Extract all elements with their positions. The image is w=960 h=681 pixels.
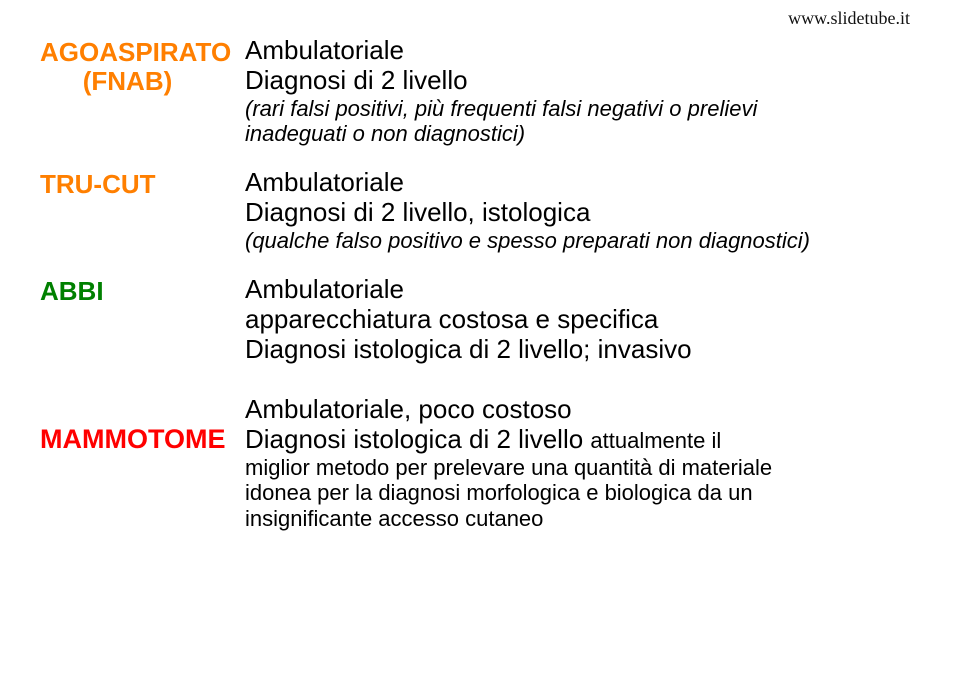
fnab-line2: Diagnosi di 2 livello (245, 66, 920, 96)
mammo-line3: miglior metodo per prelevare una quantit… (245, 455, 920, 480)
mammo-line2: Diagnosi istologica di 2 livello attualm… (245, 425, 920, 455)
label-fnab-line2: (FNAB) (40, 67, 245, 96)
slide-page: www.slidetube.it AGOASPIRATO (FNAB) Ambu… (0, 0, 960, 681)
row-mammotome: MAMMOTOME Ambulatoriale, poco costoso Di… (40, 395, 920, 531)
trucut-line1: Ambulatoriale (245, 168, 920, 198)
abbi-line1: Ambulatoriale (245, 275, 920, 305)
row-trucut: TRU-CUT Ambulatoriale Diagnosi di 2 live… (40, 168, 920, 253)
row-abbi: ABBI Ambulatoriale apparecchiatura costo… (40, 275, 920, 365)
mammo-line5: insignificante accesso cutaneo (245, 506, 920, 531)
mammo-line1: Ambulatoriale, poco costoso (245, 395, 920, 425)
mammo-line2a: Diagnosi istologica di 2 livello (245, 424, 590, 454)
content-trucut: Ambulatoriale Diagnosi di 2 livello, ist… (245, 168, 920, 253)
fnab-sub2: inadeguati o non diagnostici) (245, 121, 920, 146)
label-abbi: ABBI (40, 275, 245, 306)
fnab-line1: Ambulatoriale (245, 36, 920, 66)
watermark-text: www.slidetube.it (788, 8, 910, 29)
label-fnab: AGOASPIRATO (FNAB) (40, 36, 245, 95)
label-mammotome: MAMMOTOME (40, 395, 245, 455)
row-fnab: AGOASPIRATO (FNAB) Ambulatoriale Diagnos… (40, 36, 920, 146)
trucut-sub1: (qualche falso positivo e spesso prepara… (245, 228, 920, 253)
content-abbi: Ambulatoriale apparecchiatura costosa e … (245, 275, 920, 365)
trucut-line2: Diagnosi di 2 livello, istologica (245, 198, 920, 228)
mammo-line4: idonea per la diagnosi morfologica e bio… (245, 480, 920, 505)
abbi-line3: Diagnosi istologica di 2 livello; invasi… (245, 335, 920, 365)
label-fnab-line1: AGOASPIRATO (40, 38, 245, 67)
mammo-line2b: attualmente il (590, 428, 721, 453)
label-trucut: TRU-CUT (40, 168, 245, 199)
fnab-sub1: (rari falsi positivi, più frequenti fals… (245, 96, 920, 121)
content-fnab: Ambulatoriale Diagnosi di 2 livello (rar… (245, 36, 920, 146)
abbi-line2: apparecchiatura costosa e specifica (245, 305, 920, 335)
content-mammotome: Ambulatoriale, poco costoso Diagnosi ist… (245, 395, 920, 531)
